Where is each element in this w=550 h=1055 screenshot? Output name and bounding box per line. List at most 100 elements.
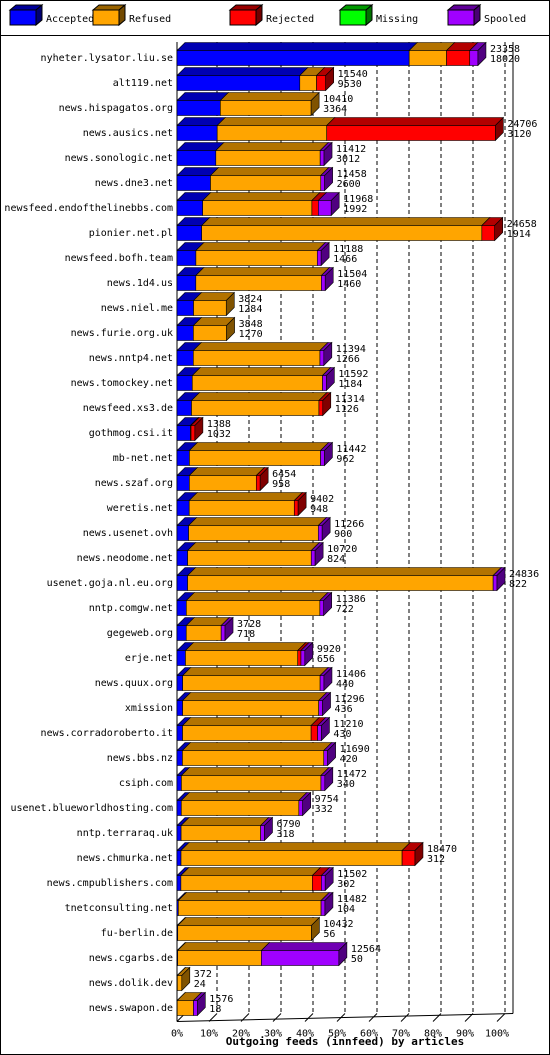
- bar-segment: [193, 325, 227, 341]
- bar-segment: [176, 750, 183, 766]
- bar-segment: [177, 975, 183, 991]
- bar-segment: [176, 725, 183, 741]
- legend-swatch-side: [365, 3, 373, 27]
- bar-segment: [195, 275, 322, 291]
- y-tick-label: news.dne3.net: [95, 178, 173, 189]
- bar-top: [191, 367, 332, 376]
- bar-top: [176, 117, 226, 126]
- value-label: 420: [340, 754, 358, 765]
- value-label: 1032: [207, 429, 231, 440]
- x-tick-label: 30%: [264, 1029, 282, 1040]
- x-tick-label: 80%: [424, 1029, 442, 1040]
- bar-segment: [320, 175, 325, 191]
- bar-side: [321, 716, 330, 742]
- y-tick-label: news.bbs.nz: [107, 753, 173, 764]
- y-tick-label: news.1d4.us: [107, 278, 173, 289]
- tick-mark: [336, 1013, 346, 1022]
- bar-top: [185, 592, 329, 601]
- value-label: 958: [272, 479, 290, 490]
- value-label: 11690: [340, 744, 370, 755]
- y-tick-label: news.niel.me: [101, 303, 173, 314]
- bar-side: [311, 916, 320, 942]
- tick-mark: [304, 1013, 314, 1022]
- value-label: 430: [333, 729, 351, 740]
- bar-segment: [318, 400, 324, 416]
- value-label: 1460: [337, 279, 361, 290]
- bar-segment: [176, 625, 187, 641]
- bar-segment: [193, 350, 321, 366]
- bar-segment: [299, 75, 317, 91]
- bar-segment: [319, 150, 325, 166]
- bar-top: [181, 692, 328, 701]
- bar-top: [176, 92, 230, 101]
- bar-segment: [176, 1000, 194, 1016]
- bar-segment: [408, 50, 447, 66]
- x-tick-label: 40%: [296, 1029, 314, 1040]
- bar-segment: [190, 425, 196, 441]
- bar-segment: [182, 725, 312, 741]
- bar-top: [195, 242, 327, 251]
- bar-segment: [326, 125, 496, 141]
- bar-segment: [188, 500, 295, 516]
- bar-segment: [492, 575, 498, 591]
- bar-segment: [182, 675, 321, 691]
- bar-top: [176, 42, 418, 51]
- bar-segment: [176, 875, 182, 891]
- bar-segment: [195, 250, 318, 266]
- bar-segment: [180, 850, 403, 866]
- legend-swatch: [447, 9, 475, 26]
- bar-segment: [311, 200, 319, 216]
- bar-top: [181, 742, 333, 751]
- value-label: 318: [276, 829, 294, 840]
- axis-line: [176, 1013, 514, 1022]
- value-label: 24: [194, 979, 206, 990]
- value-label: 340: [337, 779, 355, 790]
- bar-segment: [216, 125, 328, 141]
- bar-side: [330, 191, 340, 217]
- tick-mark: [432, 1013, 442, 1022]
- x-tick-label: 10%: [200, 1029, 218, 1040]
- bar-segment: [176, 400, 192, 416]
- bar-top: [180, 867, 322, 876]
- bar-segment: [261, 950, 340, 966]
- bar-segment: [176, 125, 218, 141]
- bar-side: [338, 941, 348, 967]
- y-tick-label: xmission: [125, 703, 173, 714]
- value-label: 302: [337, 879, 355, 890]
- bar-segment: [481, 225, 496, 241]
- bar-side: [297, 491, 307, 517]
- value-label: 9402: [310, 494, 334, 505]
- bar-segment: [312, 875, 322, 891]
- bar-segment: [176, 300, 194, 316]
- bar-segment: [176, 650, 186, 666]
- bar-top: [209, 167, 330, 176]
- bar-segment: [188, 525, 319, 541]
- bar-segment: [318, 200, 332, 216]
- value-label: 11592: [338, 369, 368, 380]
- bar-segment: [176, 475, 190, 491]
- value-label: 11314: [335, 394, 365, 405]
- value-label: 822: [509, 579, 527, 590]
- legend-swatch-side: [473, 3, 481, 27]
- bar-side: [322, 391, 332, 417]
- bar-side: [477, 41, 487, 67]
- value-label: 9920: [317, 644, 341, 655]
- bar-top: [180, 842, 411, 851]
- bar-top: [180, 767, 330, 776]
- y-tick-label: usenet.blueworldhosting.com: [10, 803, 173, 814]
- bar-segment: [323, 750, 328, 766]
- x-tick-label: 100%: [485, 1029, 509, 1040]
- legend-swatch: [92, 9, 120, 26]
- value-label: 11502: [337, 869, 367, 880]
- bar-segment: [446, 50, 471, 66]
- bar-top: [176, 942, 271, 951]
- bar-segment: [176, 200, 203, 216]
- value-label: 3728: [237, 619, 261, 630]
- bar-segment: [176, 425, 191, 441]
- y-tick-label: news.cmpublishers.com: [47, 878, 173, 889]
- bar-side: [225, 291, 235, 317]
- value-label: 440: [336, 679, 354, 690]
- y-tick-label: news.hispagatos.org: [59, 103, 173, 114]
- bar-segment: [185, 650, 299, 666]
- bar-top: [260, 942, 348, 951]
